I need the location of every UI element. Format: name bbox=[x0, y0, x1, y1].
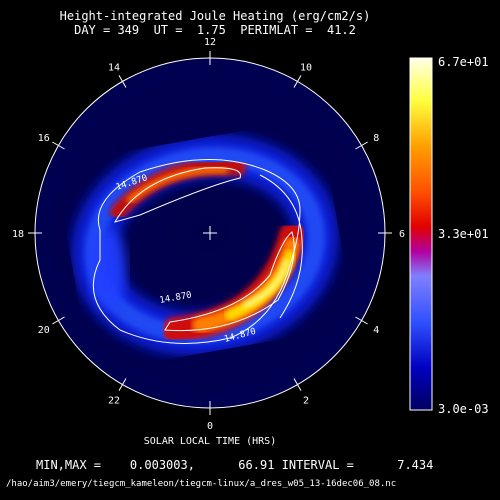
colorbar bbox=[409, 57, 433, 411]
hour-tick-label-12: 12 bbox=[204, 37, 216, 48]
hour-tick-label-18: 18 bbox=[12, 229, 24, 240]
source-file-path: /hao/aim3/emery/tiegcm_kameleon/tiegcm-l… bbox=[6, 479, 397, 489]
hour-tick-label-4: 4 bbox=[373, 325, 379, 336]
x-axis-label: SOLAR LOCAL TIME (HRS) bbox=[143, 436, 277, 447]
hour-tick-label-0: 0 bbox=[207, 421, 213, 432]
hour-tick-22 bbox=[118, 378, 127, 391]
colorbar-mid-label: 3.3e+01 bbox=[438, 227, 489, 241]
pole-marker bbox=[203, 226, 217, 240]
contour-lines bbox=[92, 159, 303, 344]
hour-tick-label-8: 8 bbox=[373, 133, 379, 144]
hour-tick-2 bbox=[293, 378, 302, 391]
hour-tick-label-10: 10 bbox=[300, 63, 312, 74]
colorbar-max-label: 6.7e+01 bbox=[438, 55, 489, 69]
hour-tick-16 bbox=[52, 141, 65, 150]
hour-tick-label-22: 22 bbox=[108, 395, 120, 406]
minmax-readout: MIN,MAX = 0.003003, 66.91 INTERVAL = 7.4… bbox=[36, 458, 434, 472]
joule-heating-field bbox=[71, 134, 339, 356]
hour-tick-10 bbox=[293, 75, 302, 88]
chart-title: Height-integrated Joule Heating (erg/cm2… bbox=[59, 9, 371, 23]
chart-subtitle: DAY = 349 UT = 1.75 PERIMLAT = 41.2 bbox=[74, 23, 356, 37]
hour-tick-14 bbox=[118, 75, 127, 88]
hour-tick-4 bbox=[355, 316, 368, 325]
hour-tick-label-6: 6 bbox=[399, 229, 405, 240]
hour-tick-8 bbox=[355, 141, 368, 150]
hour-tick-label-20: 20 bbox=[38, 325, 50, 336]
hour-tick-label-2: 2 bbox=[303, 395, 309, 406]
hour-tick-label-16: 16 bbox=[38, 133, 50, 144]
hour-tick-20 bbox=[52, 316, 65, 325]
colorbar-min-label: 3.0e-03 bbox=[438, 402, 489, 416]
hour-tick-label-14: 14 bbox=[108, 63, 120, 74]
